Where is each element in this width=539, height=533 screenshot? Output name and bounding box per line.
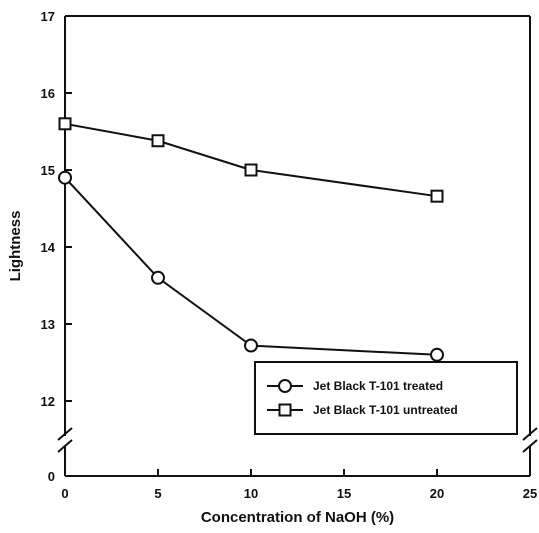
legend-marker-circle [278, 379, 292, 393]
legend-entry: Jet Black T-101 treated [267, 379, 443, 393]
series-line [64, 122, 438, 198]
y-axis-ticks: 12 13 14 15 16 17 0 [41, 9, 72, 484]
y-axis-label: Lightness [7, 211, 24, 282]
data-point-circle [244, 338, 258, 353]
x-tick-label: 10 [244, 486, 258, 501]
data-point-circle [58, 170, 72, 185]
x-axis-ticks: 0 5 10 15 20 25 [61, 469, 537, 501]
y-tick-label: 16 [41, 86, 55, 101]
legend: Jet Black T-101 treated Jet Black T-101 u… [254, 361, 518, 435]
data-point-square [244, 163, 258, 177]
y-tick-label-zero: 0 [48, 469, 55, 484]
x-tick-label: 0 [61, 486, 68, 501]
series-layer [58, 117, 444, 362]
legend-marker-square [278, 403, 292, 417]
x-tick-label: 15 [337, 486, 351, 501]
legend-label: Jet Black T-101 treated [313, 379, 443, 393]
y-tick-label: 15 [41, 163, 55, 178]
series-untreated [58, 117, 444, 203]
y-tick-label: 17 [41, 9, 55, 24]
y-tick-label: 14 [41, 240, 56, 255]
data-point-square [151, 134, 165, 148]
x-tick-label: 5 [154, 486, 161, 501]
data-point-square [58, 117, 72, 131]
x-axis-label: Concentration of NaOH (%) [201, 509, 394, 526]
y-tick-label: 13 [41, 317, 55, 332]
plot-frame [57, 15, 538, 477]
y-axis-break-mark-right [522, 427, 538, 453]
legend-box [254, 361, 518, 435]
series-line [64, 177, 438, 356]
legend-label: Jet Black T-101 untreated [313, 403, 458, 417]
x-tick-label: 20 [430, 486, 444, 501]
series-treated [58, 170, 444, 362]
legend-entry: Jet Black T-101 untreated [267, 403, 458, 417]
y-axis-break-mark-left [57, 427, 73, 453]
x-tick-label: 25 [523, 486, 537, 501]
data-point-circle [430, 347, 444, 362]
data-point-square [430, 189, 444, 203]
y-tick-label: 12 [41, 394, 55, 409]
data-point-circle [151, 270, 165, 285]
